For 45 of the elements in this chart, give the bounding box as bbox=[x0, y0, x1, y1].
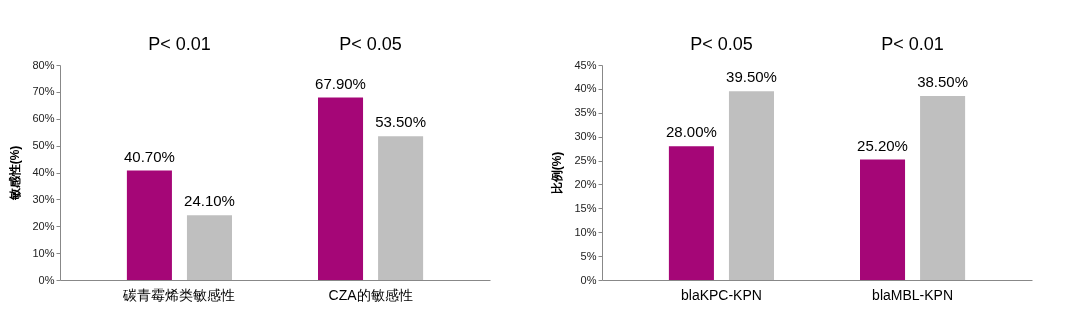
bar bbox=[318, 97, 364, 280]
data-label: 25.20% bbox=[857, 136, 908, 154]
bar bbox=[860, 159, 906, 280]
y-tick-label: 60% bbox=[32, 112, 55, 125]
y-tick-label: 0% bbox=[38, 273, 55, 286]
y-tick-label: 30% bbox=[574, 130, 597, 143]
bar bbox=[728, 91, 774, 280]
y-tick-label: 45% bbox=[574, 58, 597, 71]
y-tick-label: 35% bbox=[574, 106, 597, 119]
y-tick-label: 10% bbox=[574, 225, 597, 238]
data-label: 39.50% bbox=[726, 68, 777, 86]
y-tick-label: 20% bbox=[32, 219, 55, 232]
bar bbox=[920, 96, 966, 280]
bar bbox=[668, 146, 714, 280]
y-tick-label: 15% bbox=[574, 201, 597, 214]
text: P< 0.01 bbox=[881, 34, 944, 54]
data-label: 38.50% bbox=[917, 73, 969, 91]
y-tick-label: 0% bbox=[580, 273, 597, 286]
y-tick-label: 5% bbox=[580, 249, 597, 262]
text: P< 0.01 bbox=[148, 34, 211, 54]
y-tick-label: 50% bbox=[32, 139, 55, 152]
y-tick-label: 80% bbox=[32, 58, 55, 71]
text: P< 0.05 bbox=[339, 34, 402, 54]
x-tick-label: blaMBL-KPN bbox=[872, 286, 954, 303]
bar bbox=[378, 136, 424, 280]
x-tick-label: blaKPC-KPN bbox=[680, 286, 762, 303]
y-tick-label: 25% bbox=[574, 154, 597, 167]
y-tick-label: 40% bbox=[32, 166, 55, 178]
data-label: 28.00% bbox=[665, 123, 717, 141]
bar bbox=[186, 215, 232, 280]
data-label: 24.10% bbox=[184, 192, 235, 210]
y-tick-label: 20% bbox=[574, 177, 597, 190]
y-tick-label: 70% bbox=[32, 85, 55, 98]
text: P< 0.05 bbox=[690, 34, 753, 54]
data-label: 67.90% bbox=[315, 74, 366, 92]
x-tick-label: CZA的敏感性 bbox=[328, 286, 413, 303]
bar bbox=[126, 170, 172, 280]
data-label: 40.70% bbox=[123, 147, 175, 165]
y-axis-title: 比例(%) bbox=[550, 151, 565, 195]
y-axis-title: 敏感性(%) bbox=[8, 145, 23, 202]
y-tick-label: 10% bbox=[32, 246, 55, 259]
x-tick-label: 碳青霉烯类敏感性 bbox=[122, 286, 236, 303]
y-tick-label: 40% bbox=[574, 82, 597, 95]
y-tick-label: 30% bbox=[32, 192, 55, 205]
data-label: 53.50% bbox=[375, 113, 427, 131]
